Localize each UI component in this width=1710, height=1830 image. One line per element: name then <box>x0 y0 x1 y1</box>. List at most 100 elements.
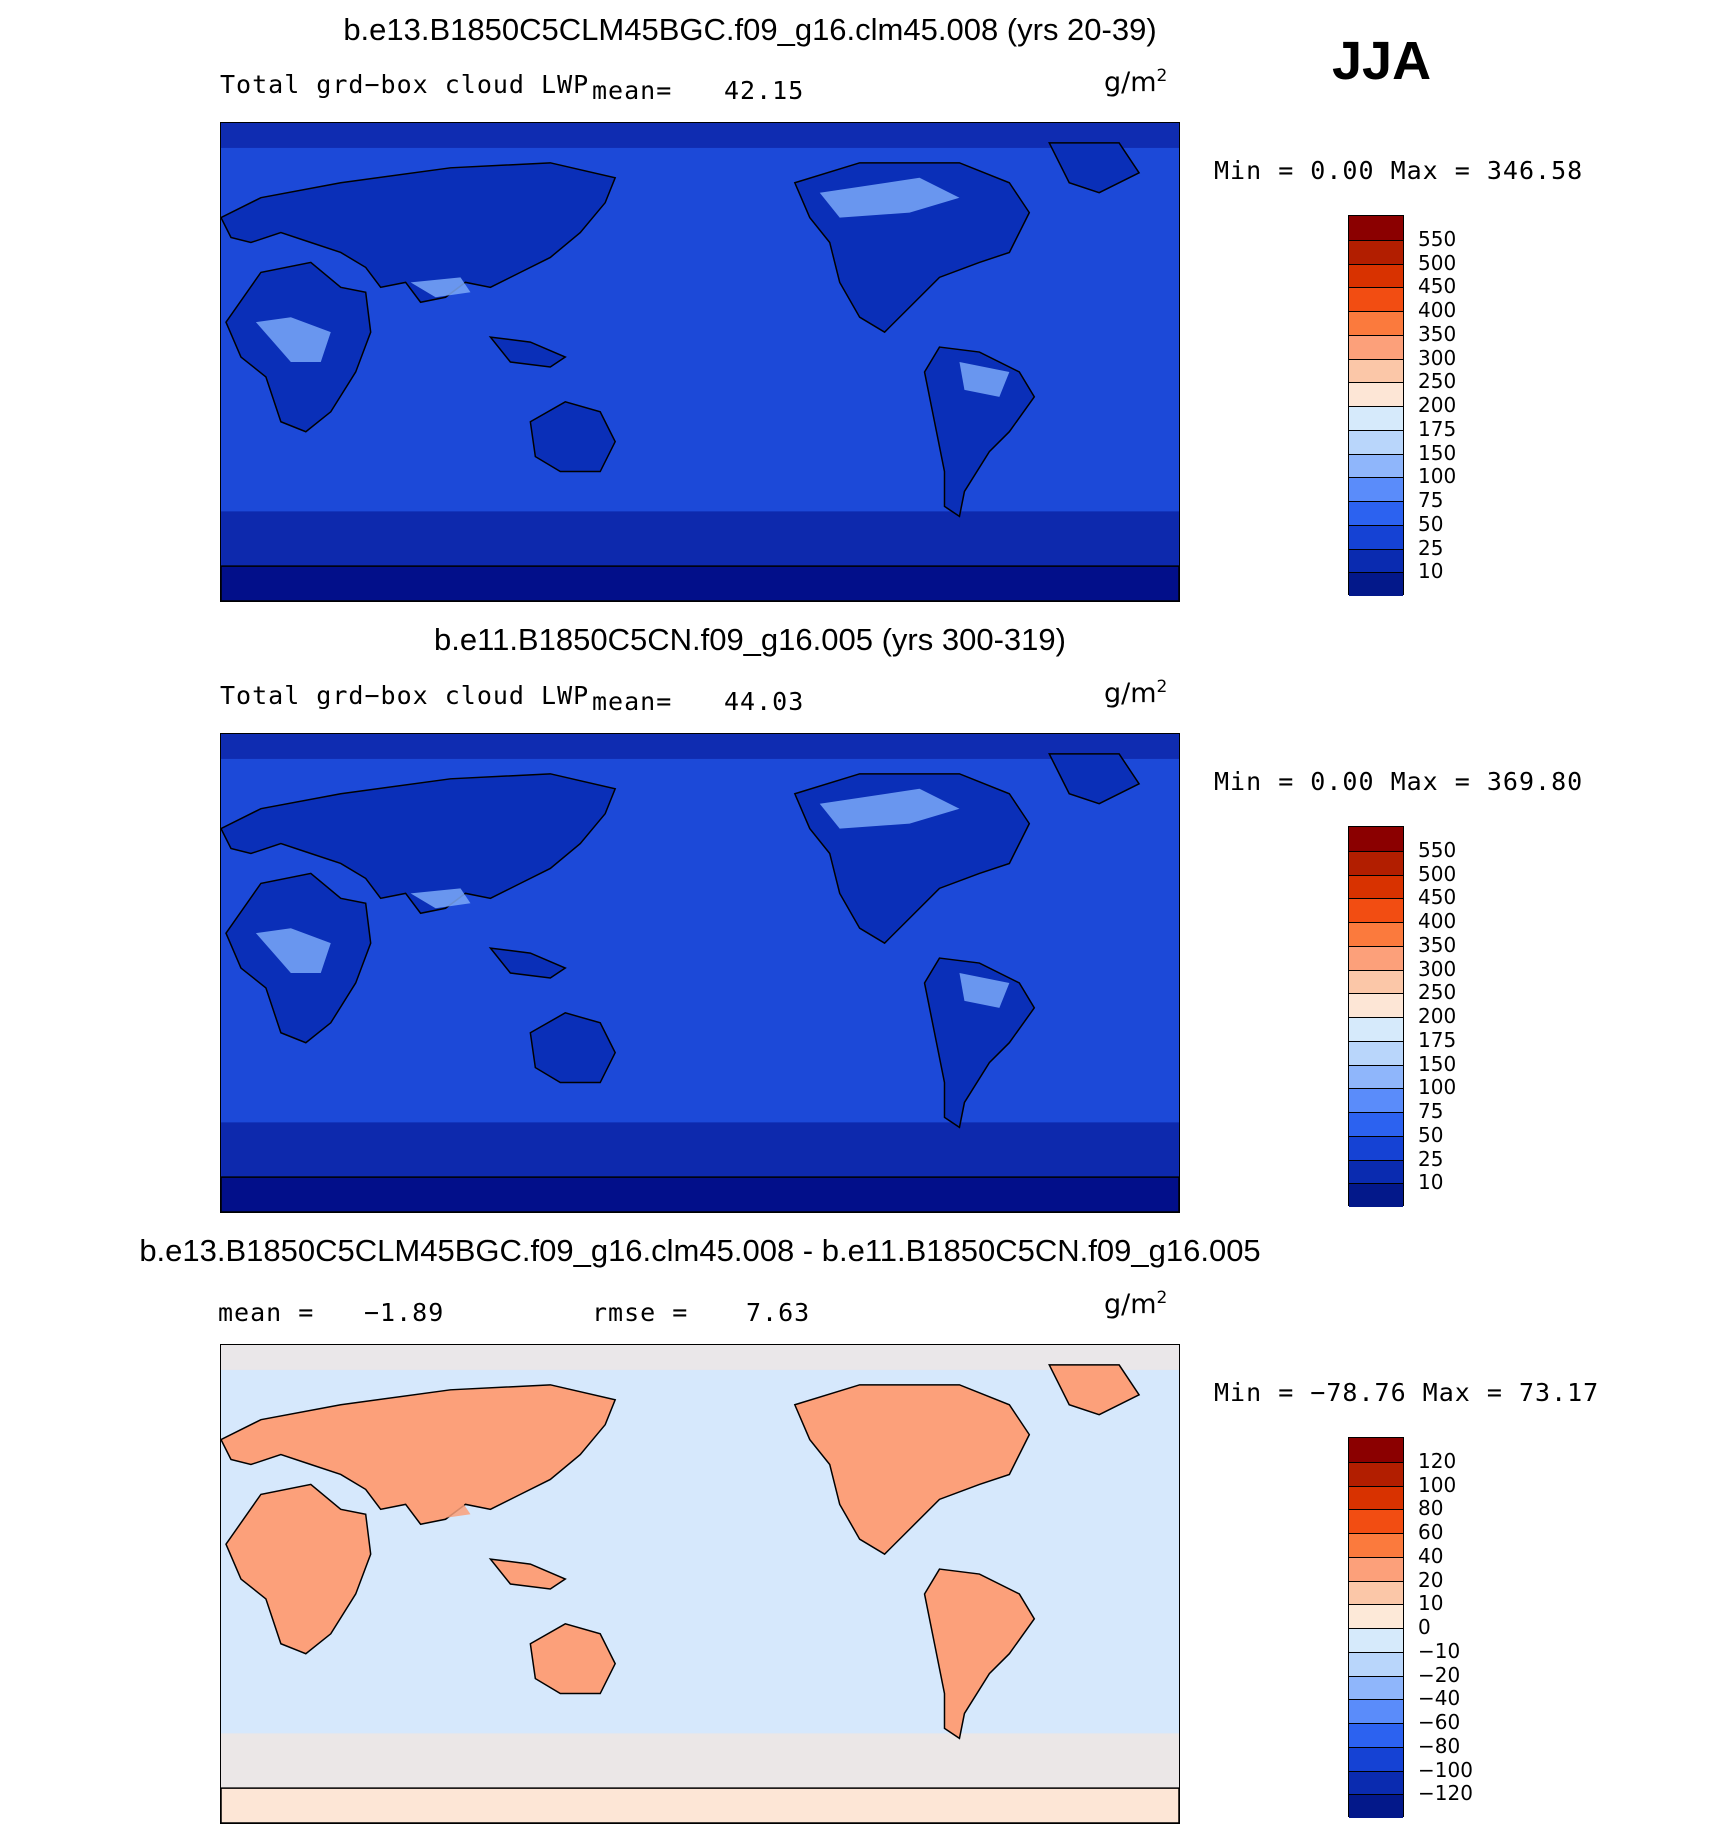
continent-australia <box>529 401 617 473</box>
colorbar-segment <box>1349 1088 1403 1112</box>
panel-1-mean-label: mean= <box>592 76 673 105</box>
colorbar-segment <box>1349 1746 1403 1771</box>
panel-1-mean-value: 42.15 <box>724 76 805 105</box>
colorbar-segment <box>1349 263 1403 288</box>
colorbar-segment <box>1349 1159 1403 1184</box>
continent-eurasia <box>221 162 617 304</box>
colorbar-label: 10 <box>1418 559 1444 584</box>
colorbar-segment <box>1349 239 1403 264</box>
colorbar-label: −100 <box>1418 1757 1473 1782</box>
panel-2-colorbar <box>1348 826 1404 1207</box>
colorbar-segment <box>1349 1580 1403 1605</box>
colorbar-label: 40 <box>1418 1543 1444 1568</box>
panel-2-min-max: Min = 0.00 Max = 369.80 <box>1214 767 1584 796</box>
colorbar-segment <box>1349 453 1403 478</box>
field-africa <box>255 317 331 362</box>
panel-1-units: g/m2 <box>1104 66 1168 98</box>
colorbar-label: 75 <box>1418 1099 1444 1123</box>
colorbar-label: 450 <box>1418 885 1457 910</box>
panel-1-title: b.e13.B1850C5CLM45BGC.f09_g16.clm45.008 … <box>343 12 1157 47</box>
colorbar-label: 175 <box>1418 416 1457 441</box>
colorbar-label: −10 <box>1418 1638 1461 1663</box>
arctic-band <box>221 734 1179 759</box>
colorbar-segment <box>1349 382 1403 406</box>
panel-3-mean-label: mean = <box>218 1298 315 1327</box>
panel-2-variable-label: Total grd−box cloud LWP <box>220 681 590 710</box>
colorbar-label: 350 <box>1418 321 1457 346</box>
southern-ocean-band <box>221 511 1179 572</box>
continent-south-america <box>923 957 1036 1129</box>
field-eurasia <box>410 277 471 298</box>
continent-indonesia <box>488 1558 567 1590</box>
colorbar-segment <box>1349 1533 1403 1557</box>
colorbar-label: 250 <box>1418 369 1457 394</box>
field-south-america <box>959 1584 1010 1619</box>
colorbar-segment <box>1349 1135 1403 1160</box>
panel-1-colorbar <box>1348 215 1404 596</box>
colorbar-segment <box>1349 334 1403 359</box>
colorbar-segment <box>1349 572 1403 596</box>
colorbar-segment <box>1349 1461 1403 1486</box>
colorbar-label: −40 <box>1418 1686 1461 1711</box>
colorbar-label: −80 <box>1418 1733 1461 1758</box>
arctic-band <box>221 123 1179 148</box>
continent-greenland <box>1048 753 1141 805</box>
colorbar-label: −20 <box>1418 1662 1461 1687</box>
colorbar-label: 550 <box>1418 837 1457 862</box>
colorbar-segment <box>1349 1628 1403 1652</box>
colorbar-segment <box>1349 827 1403 851</box>
continent-australia <box>529 1623 617 1695</box>
colorbar-segment <box>1349 287 1403 311</box>
colorbar-label: 25 <box>1418 1146 1444 1171</box>
panel-2-units: g/m2 <box>1104 677 1168 709</box>
colorbar-segment <box>1349 216 1403 240</box>
continent-australia <box>529 1012 617 1084</box>
panel-3-units: g/m2 <box>1104 1288 1168 1320</box>
colorbar-segment <box>1349 1509 1403 1533</box>
continent-greenland <box>1048 142 1141 194</box>
colorbar-segment <box>1349 1723 1403 1747</box>
field-africa <box>255 928 331 973</box>
colorbar-segment <box>1349 1651 1403 1676</box>
panel-3-map <box>220 1344 1180 1824</box>
colorbar-segment <box>1349 406 1403 430</box>
colorbar-label: 175 <box>1418 1027 1457 1052</box>
continent-indonesia <box>488 947 567 979</box>
colorbar-label: 200 <box>1418 393 1457 417</box>
colorbar-label: 400 <box>1418 298 1457 322</box>
colorbar-segment <box>1349 874 1403 899</box>
arctic-band <box>221 1345 1179 1370</box>
panel-3-mean-value: −1.89 <box>364 1298 445 1327</box>
colorbar-segment <box>1349 969 1403 994</box>
panel-3-colorbar <box>1348 1437 1404 1818</box>
continent-greenland <box>1048 1364 1141 1416</box>
colorbar-label: 50 <box>1418 511 1444 536</box>
field-north-america <box>819 788 960 829</box>
colorbar-label: 0 <box>1418 1615 1431 1639</box>
panel-1-map <box>220 122 1180 602</box>
field-south-america <box>959 362 1010 397</box>
colorbar-segment <box>1349 850 1403 875</box>
colorbar-label: −120 <box>1418 1781 1473 1806</box>
colorbar-segment <box>1349 548 1403 573</box>
colorbar-label: 10 <box>1418 1591 1444 1616</box>
continent-antarctica <box>221 1176 1179 1212</box>
colorbar-segment <box>1349 1064 1403 1089</box>
panel-1-min-max: Min = 0.00 Max = 346.58 <box>1214 156 1584 185</box>
colorbar-label: 75 <box>1418 488 1444 512</box>
colorbar-segment <box>1349 501 1403 525</box>
panel-3-title: b.e13.B1850C5CLM45BGC.f09_g16.clm45.008 … <box>139 1233 1261 1268</box>
colorbar-segment <box>1349 311 1403 335</box>
colorbar-segment <box>1349 1794 1403 1818</box>
colorbar-label: −60 <box>1418 1710 1461 1734</box>
southern-ocean-band <box>221 1733 1179 1794</box>
colorbar-label: 300 <box>1418 345 1457 370</box>
colorbar-label: 150 <box>1418 1051 1457 1076</box>
panel-1-variable-label: Total grd−box cloud LWP <box>220 70 590 99</box>
colorbar-segment <box>1349 524 1403 549</box>
continent-indonesia <box>488 336 567 368</box>
colorbar-label: 350 <box>1418 932 1457 957</box>
colorbar-segment <box>1349 1485 1403 1510</box>
colorbar-label: 400 <box>1418 909 1457 933</box>
colorbar-label: 100 <box>1418 464 1457 489</box>
